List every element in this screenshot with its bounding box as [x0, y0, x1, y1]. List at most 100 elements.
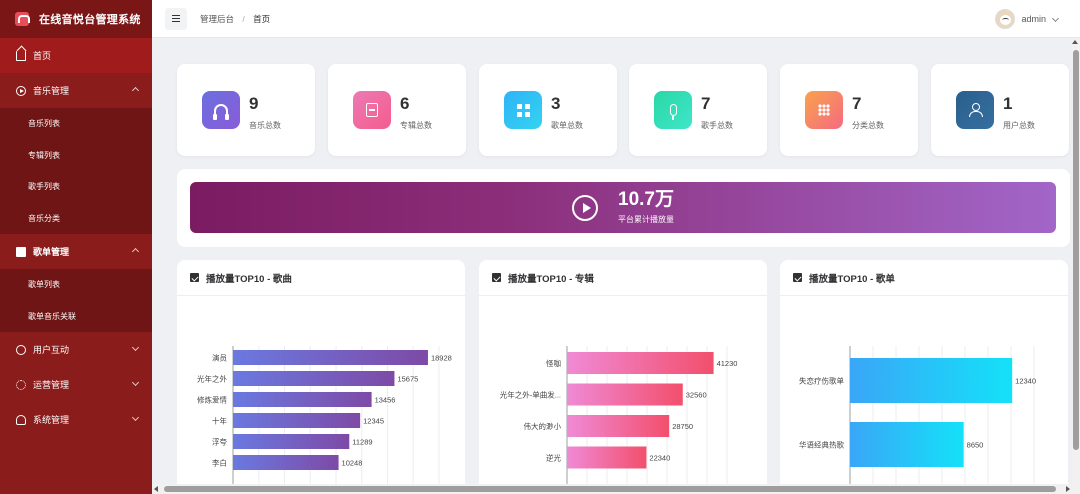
bar[interactable]: [850, 358, 1013, 403]
chevron-down-icon: [131, 378, 140, 387]
value-label: 12340: [1015, 377, 1036, 386]
username[interactable]: admin: [1021, 14, 1046, 24]
stat-value: 1: [1003, 94, 1013, 113]
breadcrumb: 管理后台 / 首页: [200, 13, 271, 24]
avatar[interactable]: [995, 9, 1016, 29]
stat-card-playlist[interactable]: 3 歌单总数: [479, 64, 617, 156]
value-label: 12345: [363, 417, 384, 426]
menu-toggle-button[interactable]: [165, 7, 187, 30]
stat-icon-bg: [353, 91, 391, 129]
value-label: 41230: [717, 359, 738, 368]
songs-bar-chart: 演员 18928 光年之外 15675 修炼爱情 13456 十年 12345 浮夸 11289 李…: [197, 346, 452, 486]
breadcrumb-current: 首页: [253, 13, 271, 24]
clipboard-icon: [16, 246, 26, 257]
app-title: 在线音悦台管理系统: [39, 14, 141, 26]
horizontal-scrollbar[interactable]: [152, 484, 1072, 494]
bar[interactable]: [233, 392, 372, 407]
sidebar-item-playlist-music[interactable]: 歌单音乐关联: [0, 300, 152, 332]
sidebar-item-label: 系统管理: [33, 415, 70, 425]
stat-value: 7: [701, 94, 711, 113]
stat-value: 7: [852, 94, 862, 113]
total-play-count: 10.7万: [618, 189, 674, 210]
stat-label: 用户总数: [1003, 121, 1035, 130]
sidebar-group-interaction[interactable]: 用户互动: [0, 332, 152, 367]
stat-icon-bg: [504, 91, 542, 129]
value-label: 22340: [649, 454, 670, 463]
stat-card-category[interactable]: 7 分类总数: [780, 64, 918, 156]
stat-value: 6: [400, 94, 410, 113]
stat-label: 专辑总数: [400, 121, 432, 130]
headphones-icon: [213, 104, 229, 120]
category-label: 怪咖: [546, 358, 561, 368]
play-icon: [572, 194, 598, 221]
stat-label: 音乐总数: [249, 121, 281, 130]
sidebar-item-album-list[interactable]: 专辑列表: [0, 139, 152, 171]
sidebar-item-playlist-list[interactable]: 歌单列表: [0, 269, 152, 301]
stat-icon-bg: [956, 91, 994, 129]
bar[interactable]: [233, 413, 361, 428]
home-icon: [16, 50, 26, 61]
sidebar-group-system[interactable]: 系统管理: [0, 402, 152, 437]
sidebar: 在线音悦台管理系统 首页 音乐管理 音乐列表 专辑列表 歌手列表 音乐分类 歌单…: [0, 0, 152, 494]
chevron-up-icon: [131, 86, 140, 95]
sidebar-group-music[interactable]: 音乐管理: [0, 73, 152, 108]
albums-bar-chart: 怪咖 41230 光年之外-单曲发... 32560 伟大的渺小 28750 逆光 22340: [500, 346, 738, 486]
category-label: 光年之外-单曲发...: [500, 390, 561, 400]
bar[interactable]: [567, 352, 714, 374]
bar[interactable]: [233, 455, 339, 470]
sidebar-group-operation[interactable]: 运营管理: [0, 367, 152, 402]
stat-label: 分类总数: [852, 121, 884, 130]
stat-label: 歌手总数: [701, 121, 733, 130]
bar[interactable]: [567, 446, 647, 469]
stat-icon-bg: [654, 91, 692, 129]
gear-icon: [16, 379, 26, 390]
chat-icon: [16, 344, 26, 355]
stat-icon-bg: [202, 91, 240, 129]
sidebar-item-music-category[interactable]: 音乐分类: [0, 202, 152, 234]
value-label: 15675: [397, 375, 418, 384]
sidebar-item-label: 运营管理: [33, 380, 70, 390]
bar[interactable]: [567, 415, 670, 437]
bar[interactable]: [233, 350, 428, 365]
user-menu[interactable]: admin: [995, 9, 1060, 29]
sidebar-item-label: 音乐管理: [33, 86, 70, 96]
vertical-scrollbar[interactable]: [1072, 38, 1080, 494]
sidebar-item-home[interactable]: 首页: [0, 38, 152, 73]
category-label: 十年: [212, 416, 227, 426]
sidebar-item-label: 首页: [33, 51, 52, 61]
app-logo[interactable]: 在线音悦台管理系统: [0, 0, 152, 38]
stat-card-user[interactable]: 1 用户总数: [931, 64, 1069, 156]
category-icon: [818, 104, 830, 116]
category-label: 修炼爱情: [197, 395, 227, 405]
stat-card-music[interactable]: 9 音乐总数: [177, 64, 315, 156]
headphones-logo-icon: [15, 12, 30, 26]
value-label: 8650: [967, 441, 984, 450]
category-label: 逆光: [546, 453, 561, 463]
stat-value: 9: [249, 94, 259, 113]
bar[interactable]: [567, 383, 683, 406]
album-icon: [366, 103, 378, 117]
chart-icon: [190, 273, 199, 282]
user-icon: [16, 414, 26, 425]
sidebar-group-playlist[interactable]: 歌单管理: [0, 234, 152, 269]
stat-card-singer[interactable]: 7 歌手总数: [629, 64, 767, 156]
bar[interactable]: [233, 434, 350, 449]
sidebar-item-label: 用户互动: [33, 345, 70, 355]
sidebar-item-singer-list[interactable]: 歌手列表: [0, 171, 152, 203]
category-label: 失恋疗伤歌单: [799, 376, 844, 386]
stat-card-album[interactable]: 6 专辑总数: [328, 64, 466, 156]
play-count-banner: 10.7万 平台累计播放量: [190, 182, 1056, 233]
chart-title: 播放量TOP10 - 歌曲: [206, 273, 292, 285]
sidebar-item-music-list[interactable]: 音乐列表: [0, 108, 152, 140]
value-label: 13456: [375, 396, 396, 405]
chevron-up-icon: [131, 247, 140, 256]
top-header: 管理后台 / 首页 admin: [152, 0, 1080, 38]
bar[interactable]: [850, 422, 964, 467]
bar[interactable]: [233, 371, 395, 386]
breadcrumb-item[interactable]: 管理后台: [200, 13, 235, 24]
chart-header: 播放量TOP10 - 歌单: [780, 260, 1068, 296]
stat-icon-bg: [805, 91, 843, 129]
chart-card-songs: 播放量TOP10 - 歌曲 演员 18928 光年之外 15675 修炼爱情 13456 十…: [177, 260, 465, 486]
category-label: 伟大的渺小: [524, 421, 562, 431]
sidebar-item-label: 歌单管理: [33, 247, 70, 257]
